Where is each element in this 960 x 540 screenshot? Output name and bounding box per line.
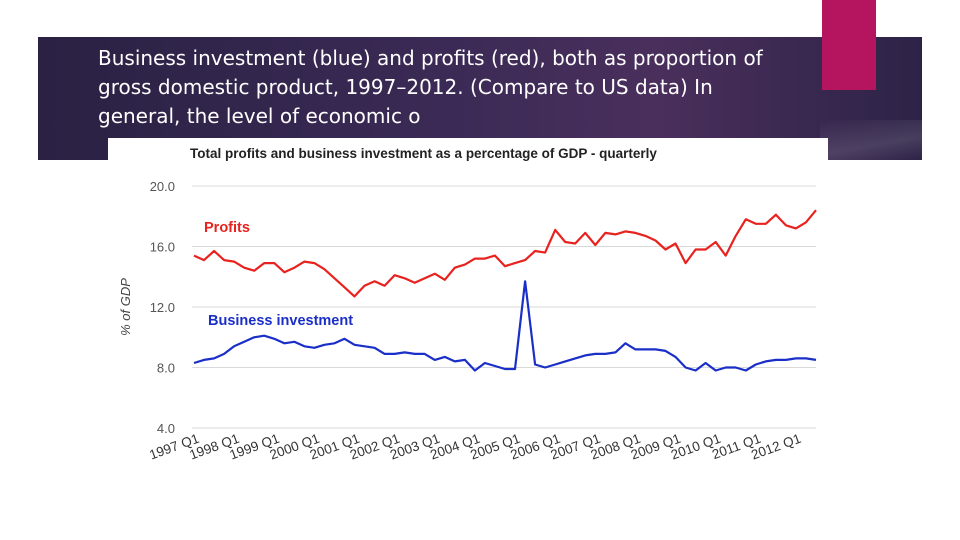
- series-line-business-investment: [193, 280, 817, 372]
- series-label-business-investment: Business investment: [208, 313, 353, 329]
- y-tick-label: 16.0: [150, 240, 175, 255]
- grid: [192, 185, 816, 429]
- series: [193, 209, 817, 372]
- y-tick-label: 4.0: [157, 421, 175, 436]
- y-axis-label: % of GDP: [118, 278, 133, 336]
- banner-decoration: [820, 120, 922, 160]
- accent-bar: [822, 0, 876, 90]
- series-line-profits: [193, 209, 817, 298]
- chart-title: Total profits and business investment as…: [190, 146, 657, 161]
- chart: Total profits and business investment as…: [108, 138, 828, 538]
- y-tick-label: 8.0: [157, 361, 175, 376]
- series-labels: Profits Business investment: [204, 220, 353, 329]
- slide-caption: Business investment (blue) and profits (…: [98, 46, 763, 128]
- y-tick-label: 20.0: [150, 179, 175, 194]
- series-label-profits: Profits: [204, 220, 250, 236]
- y-tick-labels: 20.0 16.0 12.0 8.0 4.0: [150, 179, 175, 436]
- y-tick-label: 12.0: [150, 300, 175, 315]
- chart-background: [108, 138, 828, 538]
